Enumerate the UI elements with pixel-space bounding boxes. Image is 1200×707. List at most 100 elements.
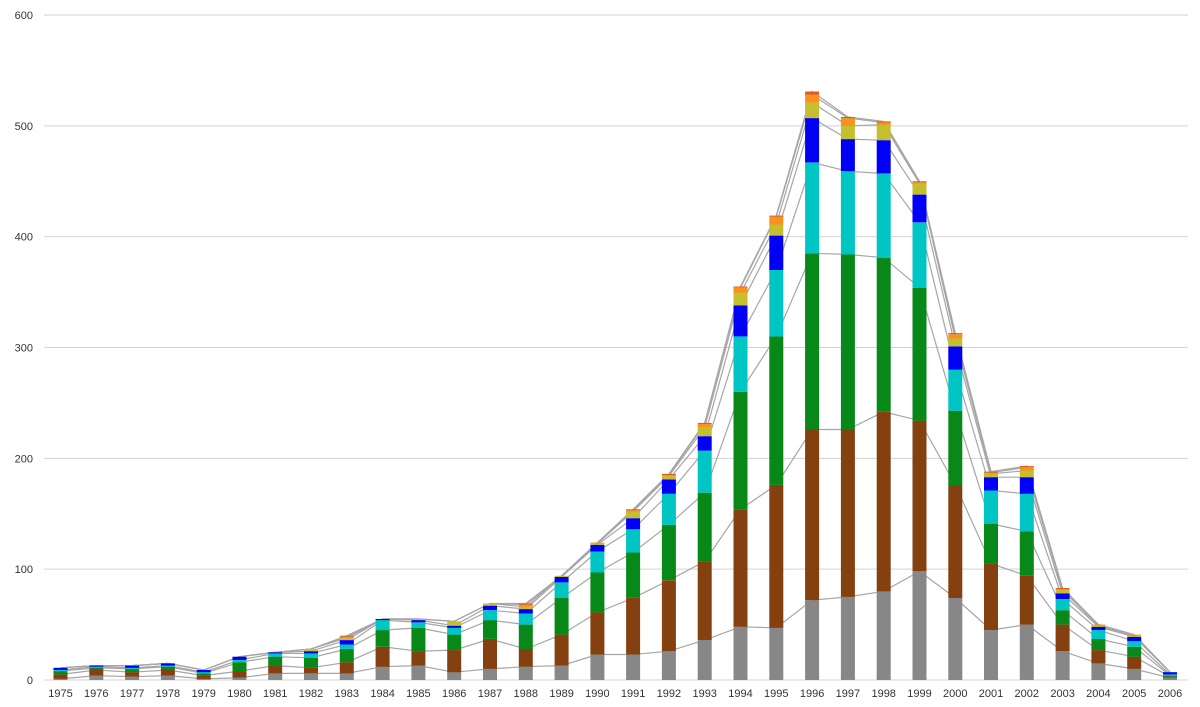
bar-2001-series-2 xyxy=(984,523,998,564)
x-tick-label-2001: 2001 xyxy=(979,688,1003,700)
x-tick-label-1990: 1990 xyxy=(585,688,609,700)
bar-1982-series-5 xyxy=(304,649,318,652)
connector-line-series-5 xyxy=(60,101,1171,673)
bar-2003-series-0 xyxy=(1055,651,1070,680)
bar-1998-series-1 xyxy=(876,411,891,592)
bar-1984-series-2 xyxy=(375,630,390,647)
bar-2002-series-1 xyxy=(1019,575,1034,625)
bar-1997-series-4 xyxy=(840,139,855,172)
bar-1978-series-2 xyxy=(160,666,175,670)
bar-1983-series-1 xyxy=(339,662,354,674)
bar-1978-series-1 xyxy=(160,670,175,676)
bars xyxy=(53,91,1177,680)
bar-2001-series-3 xyxy=(984,490,998,524)
y-tick-label-500: 500 xyxy=(15,121,33,133)
x-tick-label-2005: 2005 xyxy=(1122,688,1146,700)
bar-1991-series-4 xyxy=(626,518,641,530)
x-tick-label-1987: 1987 xyxy=(478,688,502,700)
bar-1975-series-4 xyxy=(53,667,68,670)
connector-line-series-6 xyxy=(60,93,1171,673)
x-tick-label-1988: 1988 xyxy=(514,688,538,700)
bar-1993-series-0 xyxy=(697,640,712,680)
bar-1978-series-3 xyxy=(160,665,175,667)
bar-1984-series-0 xyxy=(375,666,390,680)
bar-2004-series-5 xyxy=(1091,625,1106,627)
bar-2000-series-7 xyxy=(948,333,963,335)
bar-2003-series-4 xyxy=(1055,593,1070,599)
bar-1982-series-0 xyxy=(304,673,318,680)
bar-2004-series-6 xyxy=(1091,624,1106,626)
bar-2004-series-4 xyxy=(1091,626,1106,631)
bar-2002-series-4 xyxy=(1019,477,1034,494)
bar-1986-series-3 xyxy=(447,627,462,635)
bar-1986-series-0 xyxy=(447,672,462,680)
bar-2000-series-4 xyxy=(948,346,963,370)
x-tick-label-1993: 1993 xyxy=(692,688,716,700)
bar-1983-series-4 xyxy=(339,640,354,645)
bar-1991-series-5 xyxy=(626,511,641,519)
bar-1997-series-5 xyxy=(840,125,855,140)
bar-1994-series-6 xyxy=(733,287,748,294)
bar-1996-series-6 xyxy=(805,94,820,103)
bar-2002-series-3 xyxy=(1019,493,1034,532)
bar-1988-series-6 xyxy=(518,604,533,607)
bar-2000-series-5 xyxy=(948,338,963,347)
bar-1990-series-1 xyxy=(590,612,605,655)
bar-1977-series-4 xyxy=(125,665,140,668)
bar-1997-series-7 xyxy=(840,117,855,119)
bar-2004-series-1 xyxy=(1091,650,1106,664)
bar-1992-series-7 xyxy=(661,473,676,475)
bar-2004-series-3 xyxy=(1091,630,1106,639)
bar-1998-series-6 xyxy=(876,122,891,125)
bar-1995-series-4 xyxy=(769,235,784,270)
bar-1981-series-2 xyxy=(268,656,283,666)
bar-1988-series-5 xyxy=(518,606,533,610)
bar-1993-series-4 xyxy=(697,436,712,451)
bar-2000-series-0 xyxy=(948,598,963,680)
bar-2003-series-3 xyxy=(1055,599,1070,611)
bar-1990-series-5 xyxy=(590,543,605,545)
bar-1998-series-3 xyxy=(876,173,891,258)
x-tick-label-1983: 1983 xyxy=(335,688,359,700)
bar-1992-series-5 xyxy=(661,476,676,480)
bar-1977-series-0 xyxy=(125,676,140,680)
bar-1986-series-2 xyxy=(447,634,462,651)
bar-1997-series-0 xyxy=(840,596,855,680)
bar-1992-series-0 xyxy=(661,651,676,680)
bar-1992-series-3 xyxy=(661,493,676,525)
bar-1980-series-1 xyxy=(232,671,247,678)
x-tick-label-1996: 1996 xyxy=(800,688,824,700)
bar-1990-series-6 xyxy=(590,542,605,544)
bar-1985-series-0 xyxy=(411,665,426,680)
bar-1976-series-4 xyxy=(89,665,104,667)
bar-2000-series-6 xyxy=(948,334,963,339)
bar-1975-series-0 xyxy=(53,678,68,680)
x-tick-label-1994: 1994 xyxy=(728,688,752,700)
bar-2006-series-4 xyxy=(1163,672,1177,675)
bar-1983-series-7 xyxy=(339,635,354,637)
bar-2000-series-3 xyxy=(948,369,963,411)
bar-2002-series-2 xyxy=(1019,531,1034,576)
bar-1998-series-7 xyxy=(876,121,891,123)
bar-1978-series-0 xyxy=(160,675,175,680)
bar-1990-series-2 xyxy=(590,572,605,613)
y-axis-tick-labels: 0 100 200 300 400 500 600 xyxy=(15,10,33,687)
bar-2004-series-0 xyxy=(1091,663,1106,680)
bar-1994-series-1 xyxy=(733,509,748,627)
bar-1982-series-1 xyxy=(304,667,318,674)
x-tick-label-2004: 2004 xyxy=(1086,688,1110,700)
bar-1992-series-4 xyxy=(661,479,676,494)
bar-1989-series-3 xyxy=(554,582,569,598)
bar-1991-series-0 xyxy=(626,654,641,680)
bar-1975-series-1 xyxy=(53,674,68,679)
bar-1993-series-7 xyxy=(697,422,712,424)
bar-2003-series-6 xyxy=(1055,589,1070,591)
bar-1995-series-2 xyxy=(769,336,784,485)
bar-1998-series-4 xyxy=(876,140,891,174)
bar-1975-series-2 xyxy=(53,671,68,675)
bar-2005-series-1 xyxy=(1127,656,1142,669)
bar-1987-series-5 xyxy=(483,603,497,606)
x-tick-label-1982: 1982 xyxy=(299,688,323,700)
bar-2005-series-0 xyxy=(1127,668,1142,680)
